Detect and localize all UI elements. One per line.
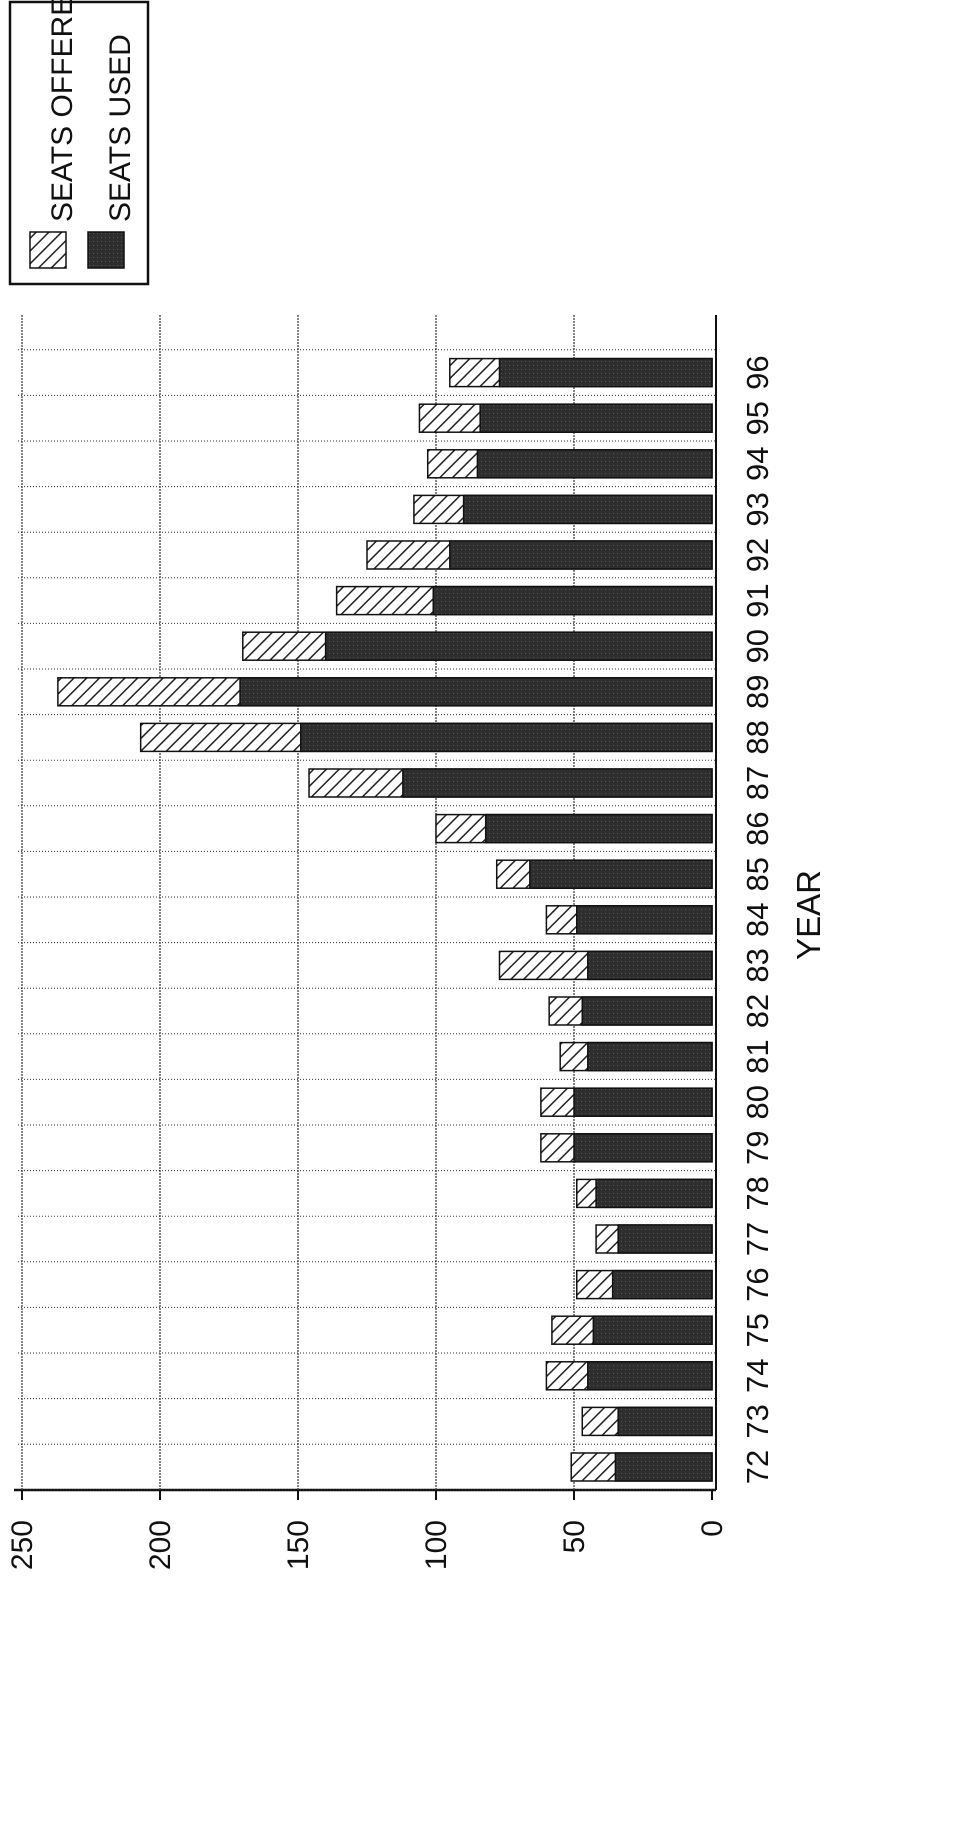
category-tick-label: 74 <box>740 1359 775 1393</box>
bar-seats-used <box>498 357 713 388</box>
bar-seats-used <box>587 950 713 981</box>
bar-seats-used <box>324 631 713 661</box>
category-tick-label: 95 <box>740 401 775 435</box>
category-tick-label: 96 <box>740 355 775 389</box>
category-tick-label: 94 <box>740 447 775 481</box>
bar-seats-used <box>573 1087 713 1117</box>
bar-seats-used <box>462 494 713 525</box>
bar-seats-used <box>587 1041 713 1072</box>
legend-label-seats-offered: SEATS OFFERED <box>46 0 79 222</box>
category-tick-label: 75 <box>740 1313 775 1347</box>
value-tick-label: 100 <box>420 1520 453 1570</box>
bar-seats-used <box>617 1224 713 1254</box>
category-tick-label: 89 <box>740 675 775 709</box>
plot-area: 0 50 100 150 200 250 72 73 74 75 76 77 78 79 80 81 82 83 8… <box>6 315 827 1570</box>
category-tick-label: 93 <box>740 492 775 526</box>
legend-swatch-seats-offered <box>29 231 67 269</box>
category-tick-label: 92 <box>740 538 775 572</box>
value-tick-label: 0 <box>696 1520 729 1537</box>
category-tick-label: 91 <box>740 583 775 617</box>
category-tick-label: 80 <box>740 1085 775 1119</box>
value-tick-label: 150 <box>282 1520 315 1570</box>
category-tick-label: 76 <box>740 1267 775 1301</box>
category-tick-label: 82 <box>740 994 775 1028</box>
category-tick-label: 86 <box>740 811 775 845</box>
bar-seats-used <box>529 859 713 889</box>
legend-label-seats-used: SEATS USED <box>104 34 137 222</box>
bar-seats-used <box>479 403 713 433</box>
category-tick-label: 79 <box>740 1131 775 1165</box>
bar-seats-used <box>587 1361 713 1391</box>
bar-seats-used <box>595 1178 713 1209</box>
bar-seats-used <box>449 540 713 570</box>
value-tick-label: 200 <box>144 1520 177 1570</box>
bar-seats-used <box>592 1315 713 1345</box>
bar-seats-used <box>611 1269 713 1300</box>
bar-seats-used <box>617 1406 713 1437</box>
axis-label-year: YEAR <box>790 870 827 960</box>
category-tick-label: 81 <box>740 1039 775 1073</box>
bar-seats-used <box>300 722 713 753</box>
category-tick-label: 88 <box>740 720 775 754</box>
category-tick-label: 90 <box>740 629 775 663</box>
bar-seats-used <box>239 677 713 707</box>
bar-seats-used <box>484 813 713 844</box>
value-tick-label: 50 <box>558 1520 591 1553</box>
bar-seats-used <box>573 1133 713 1163</box>
category-tick-label: 77 <box>740 1222 775 1256</box>
bar-seats-used <box>581 996 713 1026</box>
bar-seats-used <box>432 585 713 616</box>
category-tick-label: 83 <box>740 948 775 982</box>
bar-seats-used <box>402 768 713 798</box>
legend-swatch-seats-used <box>87 231 125 269</box>
category-tick-label: 72 <box>740 1450 775 1484</box>
bar-seats-used <box>476 449 713 479</box>
category-tick-label: 87 <box>740 766 775 800</box>
category-tick-label: 85 <box>740 857 775 891</box>
bar-seats-used <box>576 905 713 935</box>
category-tick-label: 73 <box>740 1404 775 1438</box>
legend: SEATS OFFERED SEATS USED <box>8 0 150 286</box>
bar-seats-used <box>614 1452 713 1482</box>
value-tick-label: 250 <box>6 1520 39 1570</box>
category-tick-label: 84 <box>740 903 775 937</box>
category-tick-label: 78 <box>740 1176 775 1210</box>
